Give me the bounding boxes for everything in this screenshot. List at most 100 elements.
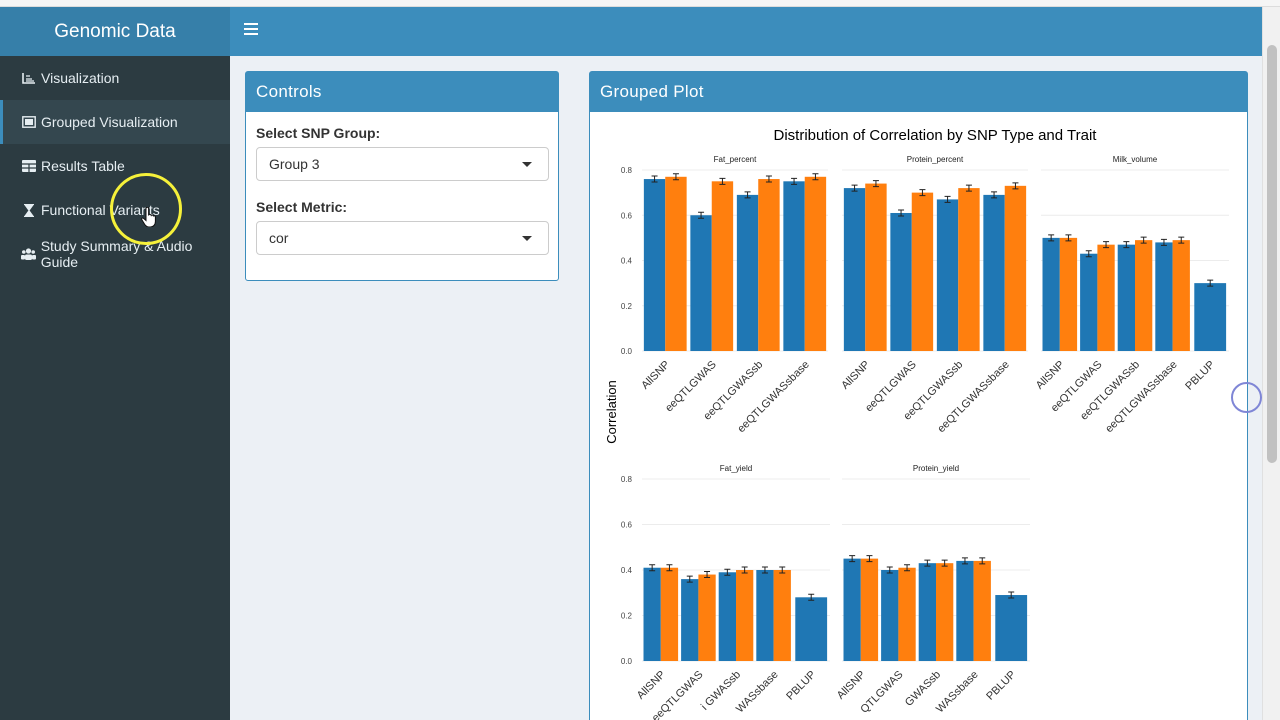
error-bar: [1160, 238, 1167, 246]
facet-label: Fat_yield: [720, 464, 752, 473]
controls-title: Controls: [246, 72, 558, 112]
sidebar-item-functional-variants[interactable]: Functional Variants: [0, 188, 230, 232]
bar-orange: [660, 567, 679, 661]
bar-blue: [1042, 237, 1060, 351]
error-bar: [961, 557, 968, 565]
error-bar: [649, 564, 656, 572]
error-bar: [724, 568, 731, 576]
grouped-plot-title: Grouped Plot: [590, 72, 1247, 112]
snp-group-label: Select SNP Group:: [256, 125, 381, 141]
error-bar: [1140, 236, 1147, 244]
error-bar: [1065, 234, 1072, 242]
metric-label: Select Metric:: [256, 199, 348, 215]
sidebar-item-results-table[interactable]: Results Table: [0, 144, 230, 188]
bar-blue: [890, 212, 912, 351]
bar-blue: [736, 194, 759, 351]
error-bar: [672, 173, 679, 181]
x-tick-label: AllSNP: [1034, 359, 1067, 392]
sidebar-menu: Visualization Grouped Visualization Resu…: [0, 56, 230, 276]
bar-orange: [773, 570, 791, 661]
bar-blue: [995, 595, 1028, 661]
y-tick-label: 0.8: [621, 475, 633, 484]
bar-orange: [898, 567, 916, 661]
sidebar: Genomic Data Visualization Grouped Visua…: [0, 7, 230, 720]
y-tick-label: 0.6: [621, 521, 633, 530]
error-bar: [979, 557, 986, 565]
page-scrollbar[interactable]: [1262, 7, 1280, 720]
error-bar: [886, 566, 893, 574]
error-bar: [941, 559, 948, 567]
bar-blue: [783, 181, 805, 351]
bar-blue: [690, 215, 712, 351]
x-tick-label: AllSNP: [839, 359, 872, 392]
error-bar: [872, 180, 879, 188]
error-bar: [849, 555, 856, 563]
bar-blue: [843, 558, 861, 661]
bar-orange: [911, 192, 934, 351]
sidebar-item-grouped-visualization[interactable]: Grouped Visualization: [0, 100, 230, 144]
controls-box: Controls Select SNP Group: Group 3 Selec…: [245, 71, 559, 281]
line-chart-icon: [21, 71, 37, 85]
scrollbar-thumb[interactable]: [1267, 45, 1277, 463]
y-tick-label: 0.4: [621, 257, 633, 266]
sidebar-item-visualization[interactable]: Visualization: [0, 56, 230, 100]
image-icon: [21, 115, 37, 129]
metric-select[interactable]: cor: [256, 221, 549, 255]
table-icon: [21, 159, 37, 173]
hand-cursor-icon: [141, 207, 156, 227]
bar-orange: [736, 570, 754, 661]
y-tick-label: 0.4: [621, 566, 633, 575]
error-bar: [719, 177, 726, 185]
error-bar: [1103, 241, 1110, 249]
error-bar: [1008, 591, 1015, 599]
users-icon: [21, 247, 37, 261]
error-bar: [965, 184, 972, 192]
y-tick-label: 0.0: [621, 657, 633, 666]
bar-orange: [1172, 240, 1190, 351]
sidebar-item-label: Visualization: [41, 70, 120, 86]
sidebar-item-label: Grouped Visualization: [41, 114, 178, 130]
bar-blue: [983, 194, 1005, 351]
facet-label: Protein_percent: [907, 155, 964, 164]
error-bar: [761, 566, 768, 574]
bar-orange: [865, 183, 887, 351]
error-bar: [944, 195, 951, 203]
app-title: Genomic Data: [0, 7, 230, 56]
snp-group-select[interactable]: Group 3: [256, 147, 549, 181]
chevron-down-icon: [522, 162, 532, 167]
bar-orange: [860, 558, 879, 661]
bar-blue: [956, 560, 974, 661]
error-bar: [812, 173, 819, 181]
bar-orange: [804, 176, 827, 351]
sidebar-item-study-summary[interactable]: Study Summary & Audio Guide: [0, 232, 230, 276]
top-navbar: [230, 7, 1262, 56]
error-bar: [765, 175, 772, 183]
error-bar: [741, 566, 748, 574]
y-tick-label: 0.8: [621, 166, 633, 175]
bar-blue: [718, 572, 736, 661]
bar-blue: [643, 179, 666, 351]
facet-panel: Protein_yieldAllSNPQTLGWASGWASsbWASsbase…: [835, 464, 1030, 716]
bar-orange: [698, 574, 716, 661]
facet-panel: 0.00.20.40.60.8Fat_yieldAllSNPeeQTLGWASi…: [621, 464, 830, 720]
browser-top-strip: [0, 0, 1280, 7]
x-tick-label: PBLUP: [1183, 359, 1217, 393]
bar-orange: [1004, 185, 1027, 351]
x-tick-label: PBLUP: [984, 669, 1018, 703]
error-bar: [698, 211, 705, 219]
x-tick-label: AllSNP: [635, 669, 668, 702]
error-bar: [1085, 250, 1092, 258]
bar-orange: [1097, 244, 1115, 351]
sidebar-toggle-button[interactable]: [244, 23, 258, 37]
bar-orange: [1059, 237, 1078, 351]
error-bar: [866, 555, 873, 563]
bar-orange: [973, 560, 991, 661]
x-tick-label: PBLUP: [784, 669, 818, 703]
error-bar: [851, 184, 858, 192]
chevron-down-icon: [522, 236, 532, 241]
error-bar: [1048, 234, 1055, 242]
facet-panel: Protein_percentAllSNPeeQTLGWASeeQTLGWASs…: [839, 155, 1028, 435]
error-bar: [1207, 279, 1214, 287]
error-bar: [779, 566, 786, 574]
y-axis-label: Correlation: [604, 380, 619, 444]
